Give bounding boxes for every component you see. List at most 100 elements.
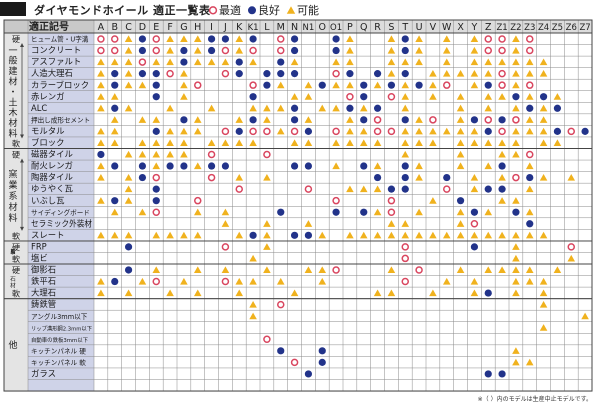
cell-mark-good	[401, 70, 409, 78]
cell-mark-ok	[193, 289, 202, 297]
cell-mark-ok	[263, 104, 271, 112]
row-label: 鉄平石	[31, 276, 56, 286]
header-bar	[0, 2, 26, 16]
cell-mark-best	[484, 116, 492, 124]
cell-mark-ok	[470, 277, 479, 285]
cell-mark-best	[304, 185, 313, 193]
row-label: 自動車の鉄板3mm以下	[31, 336, 89, 344]
column-header-E: E	[153, 22, 159, 33]
group-name: 樹脂系	[10, 248, 15, 256]
cell-mark-ok	[539, 58, 548, 66]
cell-mark-ok	[442, 231, 451, 239]
group-label: 硬軟 窯業系材料	[8, 151, 24, 241]
group-name: 他	[8, 339, 17, 351]
cell-mark-ok	[263, 231, 271, 239]
cell-mark-ok	[166, 35, 174, 43]
cell-mark-ok	[401, 58, 410, 66]
cell-mark-ok	[97, 277, 105, 285]
cell-mark-ok	[484, 58, 493, 66]
cell-mark-best	[277, 35, 285, 43]
cell-mark-good	[111, 162, 119, 170]
cell-mark-good	[484, 370, 492, 378]
cell-mark-best	[498, 127, 506, 136]
group-name: 石材	[10, 276, 16, 289]
cell-mark-ok	[470, 127, 479, 135]
row-label: 磁器タイル	[31, 149, 73, 159]
cell-mark-ok	[512, 150, 520, 158]
cell-mark-ok	[470, 173, 479, 181]
cell-mark-ok	[539, 324, 548, 331]
cell-mark-good	[470, 208, 479, 216]
cell-mark-ok	[290, 289, 299, 297]
cell-mark-ok	[124, 70, 133, 77]
cell-mark-best	[401, 277, 409, 286]
cell-mark-ok	[498, 197, 506, 204]
cell-mark-ok	[166, 58, 174, 66]
cell-mark-ok	[304, 93, 313, 100]
cell-mark-ok	[346, 231, 354, 239]
cell-mark-ok	[429, 93, 437, 100]
row-label: ゆうやく瓦	[31, 184, 73, 194]
cell-mark-best	[332, 196, 340, 205]
cell-mark-good	[498, 116, 506, 124]
cell-mark-ok	[525, 70, 534, 77]
cell-mark-ok	[97, 104, 105, 112]
column-header-O1: O1	[330, 23, 342, 33]
cell-mark-good	[360, 116, 368, 124]
row-label: 押出し成形セメント	[31, 115, 90, 124]
cell-mark-good	[415, 81, 423, 89]
cell-mark-ok	[221, 208, 230, 216]
cell-mark-ok	[332, 139, 340, 146]
row-label: 耐火レンガ	[31, 161, 73, 171]
cell-mark-best	[97, 35, 105, 43]
cell-mark-ok	[263, 220, 271, 227]
column-header-N1: N1	[303, 23, 315, 33]
cell-mark-ok	[387, 220, 396, 227]
cell-mark-ok	[97, 93, 105, 100]
cell-mark-ok	[415, 231, 423, 239]
cell-mark-good	[360, 81, 368, 89]
cell-mark-ok	[124, 289, 133, 297]
cell-mark-ok	[235, 116, 244, 123]
cell-mark-best	[249, 46, 257, 55]
cell-mark-ok	[512, 254, 520, 262]
row-label: 御影石	[31, 265, 56, 275]
legend-mark-good	[248, 6, 256, 15]
cell-mark-ok	[304, 116, 313, 123]
cell-mark-good	[304, 231, 313, 239]
row-label: スレート	[31, 230, 65, 240]
row-label: キッチンパネル 軟	[31, 358, 86, 367]
cell-mark-ok	[124, 150, 133, 158]
cell-mark-ok	[512, 58, 520, 66]
cell-mark-ok	[484, 139, 493, 146]
hardness-soft-label: 軟	[12, 254, 20, 264]
cell-mark-ok	[110, 139, 119, 146]
cell-mark-ok	[263, 173, 271, 181]
cell-mark-good	[360, 208, 368, 216]
cell-mark-ok	[456, 104, 465, 112]
column-header-Q: Q	[360, 22, 367, 33]
cell-mark-ok	[235, 139, 244, 146]
column-header-U: U	[416, 22, 423, 33]
cell-mark-ok	[346, 116, 354, 123]
arrow-down-icon	[20, 226, 24, 231]
cell-mark-ok	[456, 93, 465, 100]
cell-mark-ok	[498, 266, 506, 274]
cell-mark-best	[373, 127, 382, 136]
column-header-Y: Y	[471, 22, 478, 33]
cell-mark-ok	[180, 70, 188, 77]
cell-mark-good	[360, 162, 368, 170]
cell-mark-ok	[470, 231, 479, 239]
cell-mark-best	[512, 116, 520, 124]
cell-mark-ok	[415, 35, 423, 43]
cell-mark-best	[387, 92, 396, 101]
cell-mark-ok	[138, 208, 147, 216]
column-header-Z4: Z4	[538, 23, 549, 33]
cell-mark-ok	[180, 35, 188, 43]
cell-mark-best	[138, 58, 147, 66]
cell-mark-ok	[332, 104, 340, 112]
cell-mark-ok	[512, 70, 520, 77]
cell-mark-good	[332, 208, 340, 216]
cell-mark-ok	[221, 139, 230, 146]
column-header-H: H	[194, 22, 201, 33]
